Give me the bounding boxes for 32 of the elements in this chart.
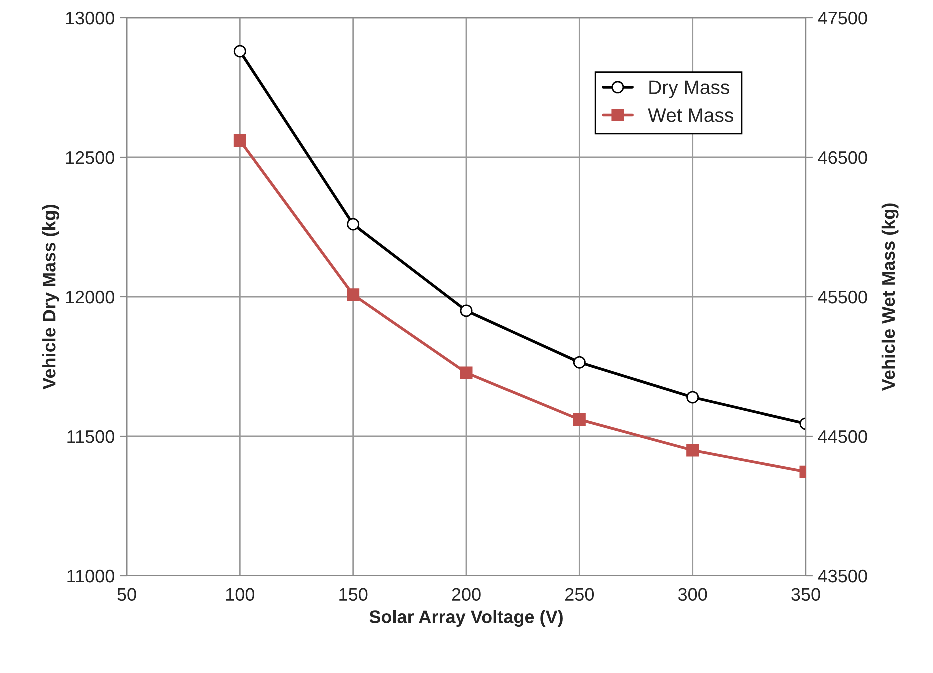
y-axis-title: Vehicle Dry Mass (kg) xyxy=(42,205,60,390)
y-tick-label: 12000 xyxy=(66,290,114,304)
y2-tick-label: 46500 xyxy=(818,151,868,164)
point xyxy=(460,366,473,380)
x-tick-label: 150 xyxy=(340,588,368,602)
y-tick-label: 12500 xyxy=(66,151,114,164)
point xyxy=(573,414,586,426)
x-tick-label: 200 xyxy=(452,588,481,602)
y2-tick-label: 45500 xyxy=(818,290,868,304)
x-tick-label: 350 xyxy=(792,588,820,602)
point xyxy=(234,45,246,58)
point xyxy=(347,218,360,231)
x-axis-title: Solar Array Voltage (V) xyxy=(370,610,563,628)
y2-tick-label: 44500 xyxy=(818,430,868,444)
y2-tick-label: 47500 xyxy=(818,12,868,25)
point xyxy=(573,356,586,369)
x-tick-label: 250 xyxy=(566,588,594,602)
legend-label: Dry Mass xyxy=(650,80,730,98)
point xyxy=(686,444,700,457)
y2-axis-title: Vehicle Wet Mass (kg) xyxy=(882,204,899,392)
y-tick-label: 11500 xyxy=(68,430,114,444)
x-tick-label: 50 xyxy=(118,588,136,602)
x-tick-label: 300 xyxy=(678,588,708,602)
point xyxy=(234,134,246,148)
x-tick-label: 100 xyxy=(226,588,255,602)
y-tick-label: 13000 xyxy=(66,12,114,25)
y-tick-label: 11000 xyxy=(68,570,114,583)
legend-label: Wet Mass xyxy=(648,108,734,122)
y2-tick-label: 43500 xyxy=(818,570,868,583)
point xyxy=(347,288,360,302)
point xyxy=(686,391,700,404)
point xyxy=(460,304,473,318)
